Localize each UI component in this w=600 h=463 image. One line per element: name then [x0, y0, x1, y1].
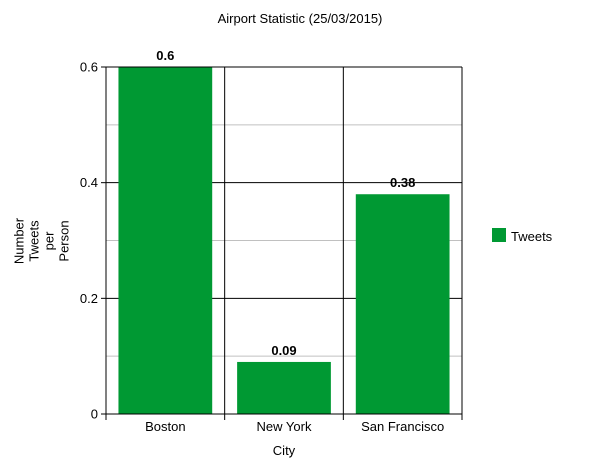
y-axis-label-line-1: Tweets — [27, 220, 42, 262]
x-tick-label-0: Boston — [145, 419, 185, 434]
bars — [118, 67, 450, 414]
x-tick-label-1: New York — [257, 419, 312, 434]
data-label-2: 0.38 — [390, 175, 415, 190]
y-tick-label-1: 0.2 — [80, 291, 98, 306]
y-tick-label-0: 0 — [91, 407, 98, 422]
bar-boston — [118, 67, 213, 414]
y-axis-label: NumberTweetsperPerson — [12, 217, 72, 264]
axes: 0 0.2 0.4 0.6 Boston New York San Francisco — [80, 60, 463, 434]
legend-swatch — [492, 228, 506, 242]
data-label-1: 0.09 — [271, 343, 296, 358]
legend-label-tweets: Tweets — [511, 229, 553, 244]
data-labels: 0.6 0.09 0.38 — [156, 48, 415, 358]
y-axis-label-line-2: per — [42, 231, 57, 250]
y-axis-label-line-0: Number — [12, 217, 27, 264]
x-tick-label-2: San Francisco — [361, 419, 444, 434]
y-tick-label-3: 0.6 — [80, 60, 98, 75]
x-axis-label: City — [273, 443, 296, 458]
bar-san-francisco — [355, 194, 450, 414]
legend: Tweets — [492, 228, 553, 244]
data-label-0: 0.6 — [156, 48, 174, 63]
bar-new-york — [237, 361, 331, 414]
y-tick-label-2: 0.4 — [80, 175, 98, 190]
y-axis-label-line-3: Person — [57, 220, 72, 261]
chart-title: Airport Statistic (25/03/2015) — [218, 11, 383, 26]
